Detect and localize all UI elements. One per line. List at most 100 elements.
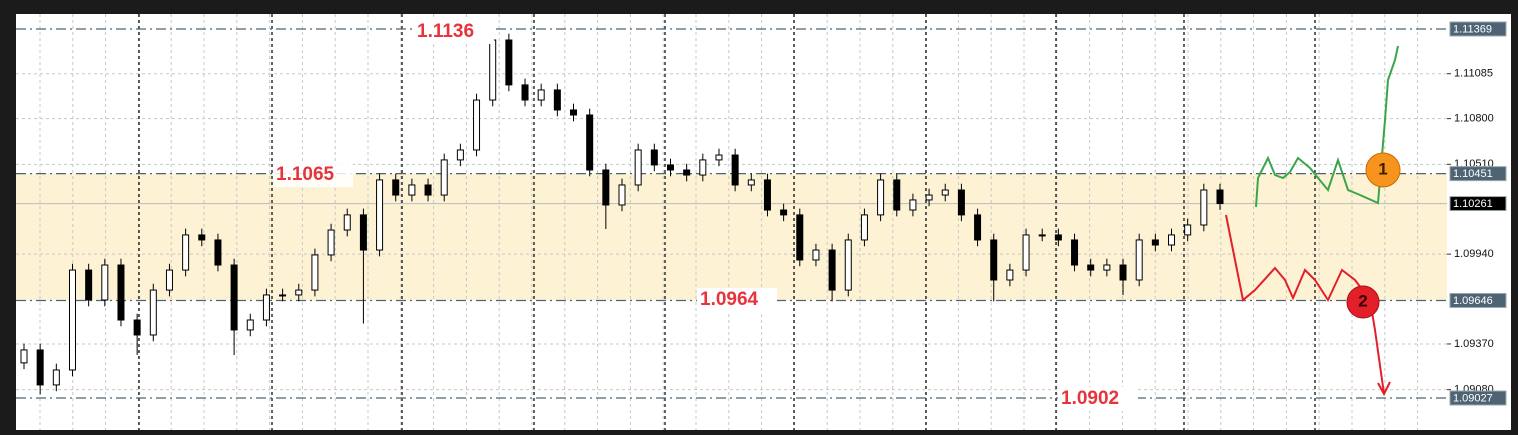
candle-body xyxy=(68,269,76,371)
candle-body xyxy=(311,254,319,291)
y-tick-label: 1.10800 xyxy=(1454,113,1494,125)
annotation: 1.0902 xyxy=(1061,388,1119,409)
candle-body xyxy=(553,89,561,111)
candle-body xyxy=(941,189,949,196)
y-tick-label: 1.11085 xyxy=(1454,68,1493,80)
candle-body xyxy=(117,264,125,321)
candle-body xyxy=(1022,234,1030,271)
candle-body xyxy=(1216,189,1224,205)
candle-body xyxy=(182,234,190,271)
candle-body xyxy=(618,184,626,206)
candle-body xyxy=(1006,269,1014,281)
candle-body xyxy=(36,349,44,386)
level-label: 1.09027 xyxy=(1453,392,1493,404)
candle-body xyxy=(699,159,707,176)
candle-body xyxy=(262,294,270,321)
candle-body xyxy=(52,369,60,386)
candle-body xyxy=(343,214,351,231)
annotation: 1.0964 xyxy=(700,289,759,310)
candle-body xyxy=(634,149,642,186)
candle-body xyxy=(537,89,545,101)
candle-body xyxy=(295,289,303,296)
marker-2 xyxy=(1346,285,1380,319)
candle-body xyxy=(990,239,998,281)
candle-body xyxy=(521,84,529,101)
candle-body xyxy=(165,269,173,291)
candle-body xyxy=(570,109,578,116)
support-resistance-zone xyxy=(16,173,1447,301)
marker-1 xyxy=(1365,152,1401,188)
y-tick-label: 1.09940 xyxy=(1454,248,1494,260)
price-axis xyxy=(1447,14,1511,430)
candle-body xyxy=(408,184,416,196)
candle-body xyxy=(101,264,109,301)
candle-body xyxy=(1151,239,1159,246)
candle-body xyxy=(602,169,610,206)
candle-body xyxy=(505,39,513,86)
candle-body xyxy=(424,184,432,196)
level-label-bg xyxy=(1449,292,1507,308)
candle-body xyxy=(877,179,885,216)
candle-body xyxy=(666,164,674,171)
candle-body xyxy=(586,114,594,171)
candle-body xyxy=(1038,234,1046,237)
candle-body xyxy=(974,214,982,241)
level-label: 1.09646 xyxy=(1453,295,1493,307)
candle-body xyxy=(133,319,141,336)
candle-body xyxy=(1087,264,1095,271)
candle-body xyxy=(20,349,28,364)
annotation-bg xyxy=(1058,387,1138,411)
candle-body xyxy=(1103,264,1111,271)
candle-body xyxy=(828,249,836,291)
y-tick-label: 1.09370 xyxy=(1454,338,1494,350)
candle-body xyxy=(731,154,739,186)
level-label-bg xyxy=(1449,196,1507,212)
annotation-bg xyxy=(697,288,777,312)
candle-body xyxy=(1200,189,1208,226)
candle-body xyxy=(359,214,367,251)
candle-body xyxy=(650,149,658,166)
candle-body xyxy=(1054,234,1062,241)
candle-body xyxy=(747,179,755,186)
candle-body xyxy=(214,239,222,266)
marker-label: 1 xyxy=(1378,159,1387,178)
annotation-bg xyxy=(273,163,353,187)
candle-body xyxy=(149,289,157,336)
candle-body xyxy=(473,99,481,151)
candle-body xyxy=(1135,239,1143,281)
candle-body xyxy=(893,179,901,211)
candle-body xyxy=(925,194,933,201)
candle-body xyxy=(440,159,448,196)
candle-body xyxy=(1119,264,1127,281)
arrow-head xyxy=(1377,381,1391,397)
annotation-bg xyxy=(414,20,494,44)
candle-body xyxy=(246,319,254,331)
candle-body xyxy=(780,209,788,216)
candle-body xyxy=(230,264,238,331)
candle-body xyxy=(812,249,820,261)
level-label-bg xyxy=(1449,21,1507,37)
candle-body xyxy=(844,239,852,291)
candle-body xyxy=(1168,234,1176,246)
candle-body xyxy=(909,199,917,211)
candle-body xyxy=(1071,239,1079,266)
candle-body xyxy=(796,214,804,261)
candle-body xyxy=(85,269,93,301)
candle-body xyxy=(198,234,206,241)
bullish-scenario xyxy=(1255,45,1399,208)
annotation: 1.1136 xyxy=(417,21,474,42)
candle-body xyxy=(376,179,384,251)
candle-body xyxy=(763,179,771,211)
marker-label: 2 xyxy=(1358,291,1367,310)
annotation: 1.1065 xyxy=(276,164,335,185)
candle-body xyxy=(489,39,497,101)
level-label: 1.10261 xyxy=(1453,198,1493,210)
candle-body xyxy=(715,154,723,161)
candle-body xyxy=(279,294,287,297)
candle-body xyxy=(683,169,691,176)
level-label: 1.11369 xyxy=(1453,23,1492,35)
candle-body xyxy=(327,229,335,256)
candle-body xyxy=(957,189,965,216)
level-label-bg xyxy=(1449,166,1507,182)
